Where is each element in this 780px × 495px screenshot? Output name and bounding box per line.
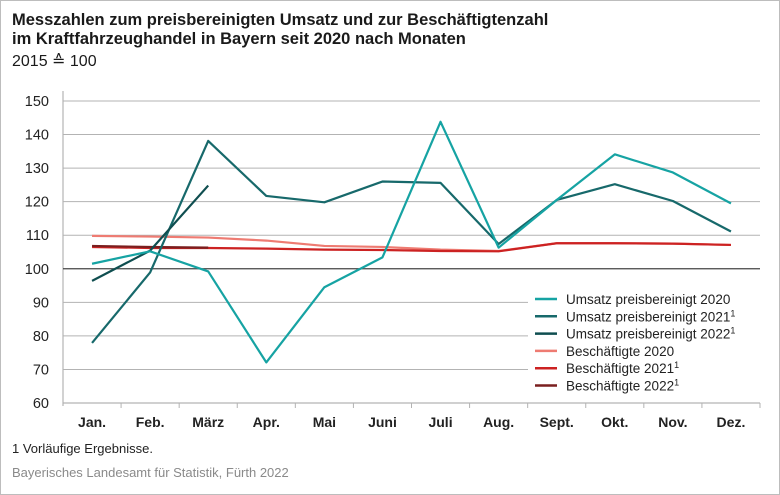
series-line-1 bbox=[91, 139, 732, 344]
legend-label-text: Umsatz preisbereinigt 2022 bbox=[566, 327, 730, 342]
series-line-5 bbox=[92, 244, 209, 249]
title-line-1: Messzahlen zum preisbereinigten Umsatz u… bbox=[12, 11, 549, 29]
legend-footnote-mark: 1 bbox=[730, 308, 735, 318]
legend-background bbox=[528, 288, 760, 394]
legend-label-text: Umsatz preisbereinigt 2021 bbox=[566, 309, 730, 324]
legend-label: Umsatz preisbereinigt 2020 bbox=[566, 292, 730, 307]
legend-label: Umsatz preisbereinigt 20221 bbox=[566, 326, 735, 342]
x-tick-label: Sept. bbox=[540, 414, 574, 430]
x-tick-label: Dez. bbox=[717, 414, 746, 430]
x-tick-label: Nov. bbox=[658, 414, 687, 430]
chart-title: Messzahlen zum preisbereinigten Umsatz u… bbox=[12, 11, 548, 49]
x-tick-label: Aug. bbox=[483, 414, 514, 430]
legend-label: Beschäftigte 20221 bbox=[566, 378, 679, 394]
y-tick-label: 120 bbox=[25, 195, 49, 211]
legend-footnote-mark: 1 bbox=[674, 360, 679, 370]
legend-label-text: Umsatz preisbereinigt 2020 bbox=[566, 292, 730, 307]
x-tick-label: Jan. bbox=[78, 414, 106, 430]
x-tick-label: März bbox=[192, 414, 224, 430]
y-tick-label: 140 bbox=[25, 128, 49, 144]
legend-label-text: Beschäftigte 2022 bbox=[566, 379, 674, 394]
y-tick-label: 90 bbox=[33, 295, 49, 311]
x-tick-label: Okt. bbox=[601, 414, 628, 430]
title-line-2: im Kraftfahrzeughandel in Bayern seit 20… bbox=[12, 30, 466, 48]
series-line-0 bbox=[91, 120, 732, 364]
y-tick-label: 80 bbox=[33, 329, 49, 345]
footnote: 1 Vorläufige Ergebnisse. bbox=[12, 441, 153, 456]
x-tick-label: Juni bbox=[368, 414, 397, 430]
x-tick-label: Mai bbox=[313, 414, 336, 430]
x-tick-label: Feb. bbox=[136, 414, 165, 430]
y-tick-label: 60 bbox=[33, 396, 49, 412]
legend-label-text: Beschäftigte 2021 bbox=[566, 361, 674, 376]
y-tick-label: 130 bbox=[25, 161, 49, 177]
legend-label: Beschäftigte 20211 bbox=[566, 360, 679, 376]
y-tick-label: 70 bbox=[33, 362, 49, 378]
x-tick-label: Apr. bbox=[253, 414, 280, 430]
y-tick-label: 150 bbox=[25, 94, 49, 110]
legend-label: Beschäftigte 2020 bbox=[566, 344, 674, 359]
legend-footnote-mark: 1 bbox=[730, 326, 735, 336]
chart-subtitle: 2015 ≙ 100 bbox=[12, 53, 97, 70]
y-tick-label: 110 bbox=[26, 228, 49, 244]
legend-label-text: Beschäftigte 2020 bbox=[566, 344, 674, 359]
y-tick-label: 100 bbox=[25, 262, 49, 278]
x-tick-label: Juli bbox=[428, 414, 452, 430]
legend-label: Umsatz preisbereinigt 20211 bbox=[566, 308, 735, 324]
source-note: Bayerisches Landesamt für Statistik, Für… bbox=[12, 465, 289, 480]
legend-footnote-mark: 1 bbox=[674, 378, 679, 388]
